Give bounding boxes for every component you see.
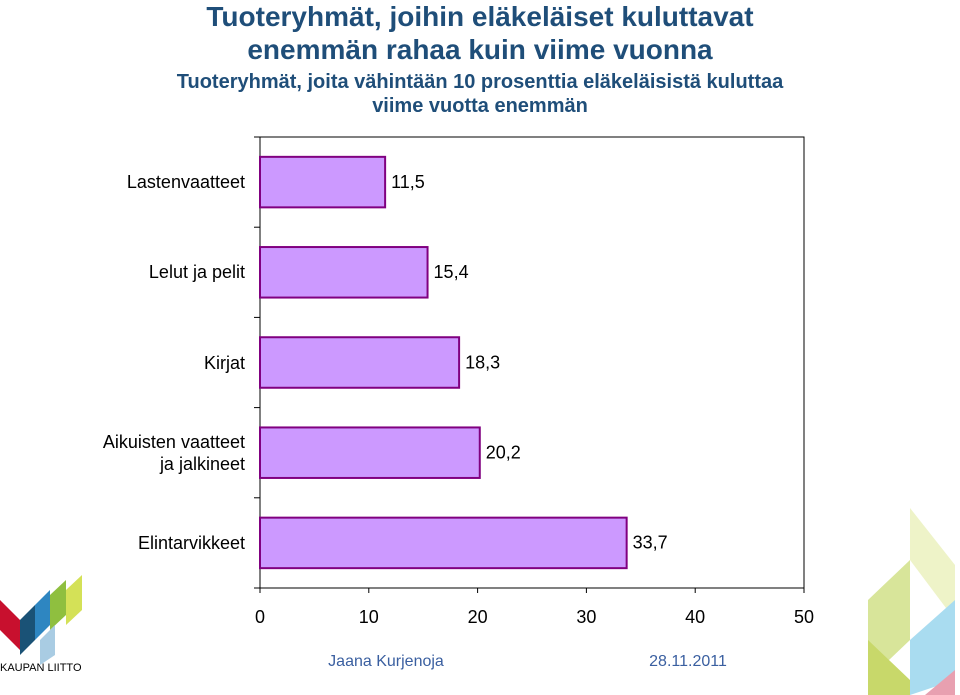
logo-left xyxy=(0,575,82,665)
value-label: 20,2 xyxy=(486,442,521,462)
y-tick-label: Aikuisten vaatteet ja jalkineet xyxy=(102,431,245,474)
footer-author: Jaana Kurjenoja xyxy=(328,653,444,670)
value-label: 33,7 xyxy=(633,533,668,553)
x-tick-label: 10 xyxy=(359,607,379,627)
bar xyxy=(259,246,429,299)
y-tick-label: Elintarvikkeet xyxy=(137,532,245,553)
x-tick-label: 50 xyxy=(794,607,814,627)
y-tick-label: Lastenvaatteet xyxy=(126,172,245,193)
logo-right xyxy=(868,508,955,695)
footer-date: 28.11.2011 xyxy=(649,653,727,670)
value-label: 18,3 xyxy=(465,352,500,372)
x-tick-label: 40 xyxy=(685,607,705,627)
y-tick-label: Kirjat xyxy=(203,352,245,373)
x-tick-label: 20 xyxy=(468,607,488,627)
logo-text: KAUPAN LIITTO xyxy=(0,662,82,674)
bar xyxy=(259,155,387,209)
bar xyxy=(259,336,461,389)
value-label: 11,5 xyxy=(391,172,425,192)
bar xyxy=(259,516,628,570)
x-tick-label: 0 xyxy=(255,607,265,627)
value-label: 15,4 xyxy=(434,262,469,282)
chart-subtitle: Tuoteryhmät, joita vähintään 10 prosentt… xyxy=(176,71,784,117)
chart-title: Tuoteryhmät, joihin eläkeläiset kuluttav… xyxy=(206,1,754,65)
y-tick-label: Lelut ja pelit xyxy=(148,262,245,283)
x-tick-label: 30 xyxy=(576,607,596,627)
bar xyxy=(259,426,481,479)
